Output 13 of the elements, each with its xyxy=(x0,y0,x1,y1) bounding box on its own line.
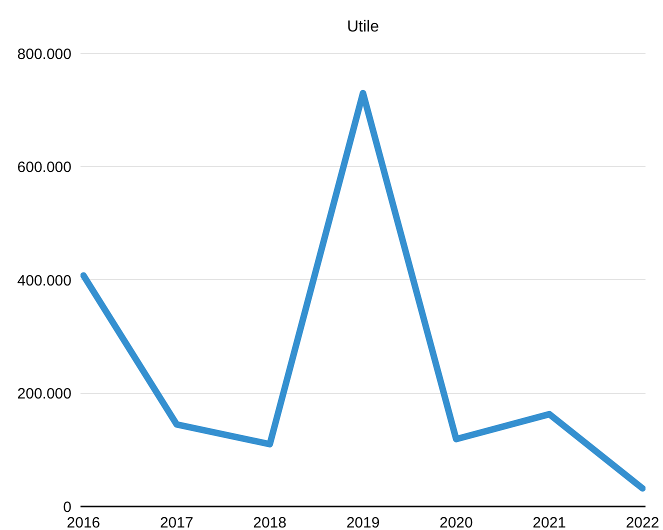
y-tick-label: 0 xyxy=(63,499,72,516)
y-tick-label: 200.000 xyxy=(17,386,72,403)
x-tick-label: 2019 xyxy=(346,514,380,530)
x-tick-label: 2016 xyxy=(66,514,100,530)
x-tick-label: 2018 xyxy=(253,514,287,530)
x-tick-label: 2017 xyxy=(160,514,194,530)
y-tick-label: 800.000 xyxy=(17,46,72,63)
y-tick-label: 400.000 xyxy=(17,272,72,290)
x-tick-label: 2021 xyxy=(532,514,566,530)
y-tick-label: 600.000 xyxy=(17,159,72,176)
x-tick-label: 2022 xyxy=(626,514,660,530)
chart-title: Utile xyxy=(346,18,380,36)
x-tick-label: 2020 xyxy=(439,514,473,530)
